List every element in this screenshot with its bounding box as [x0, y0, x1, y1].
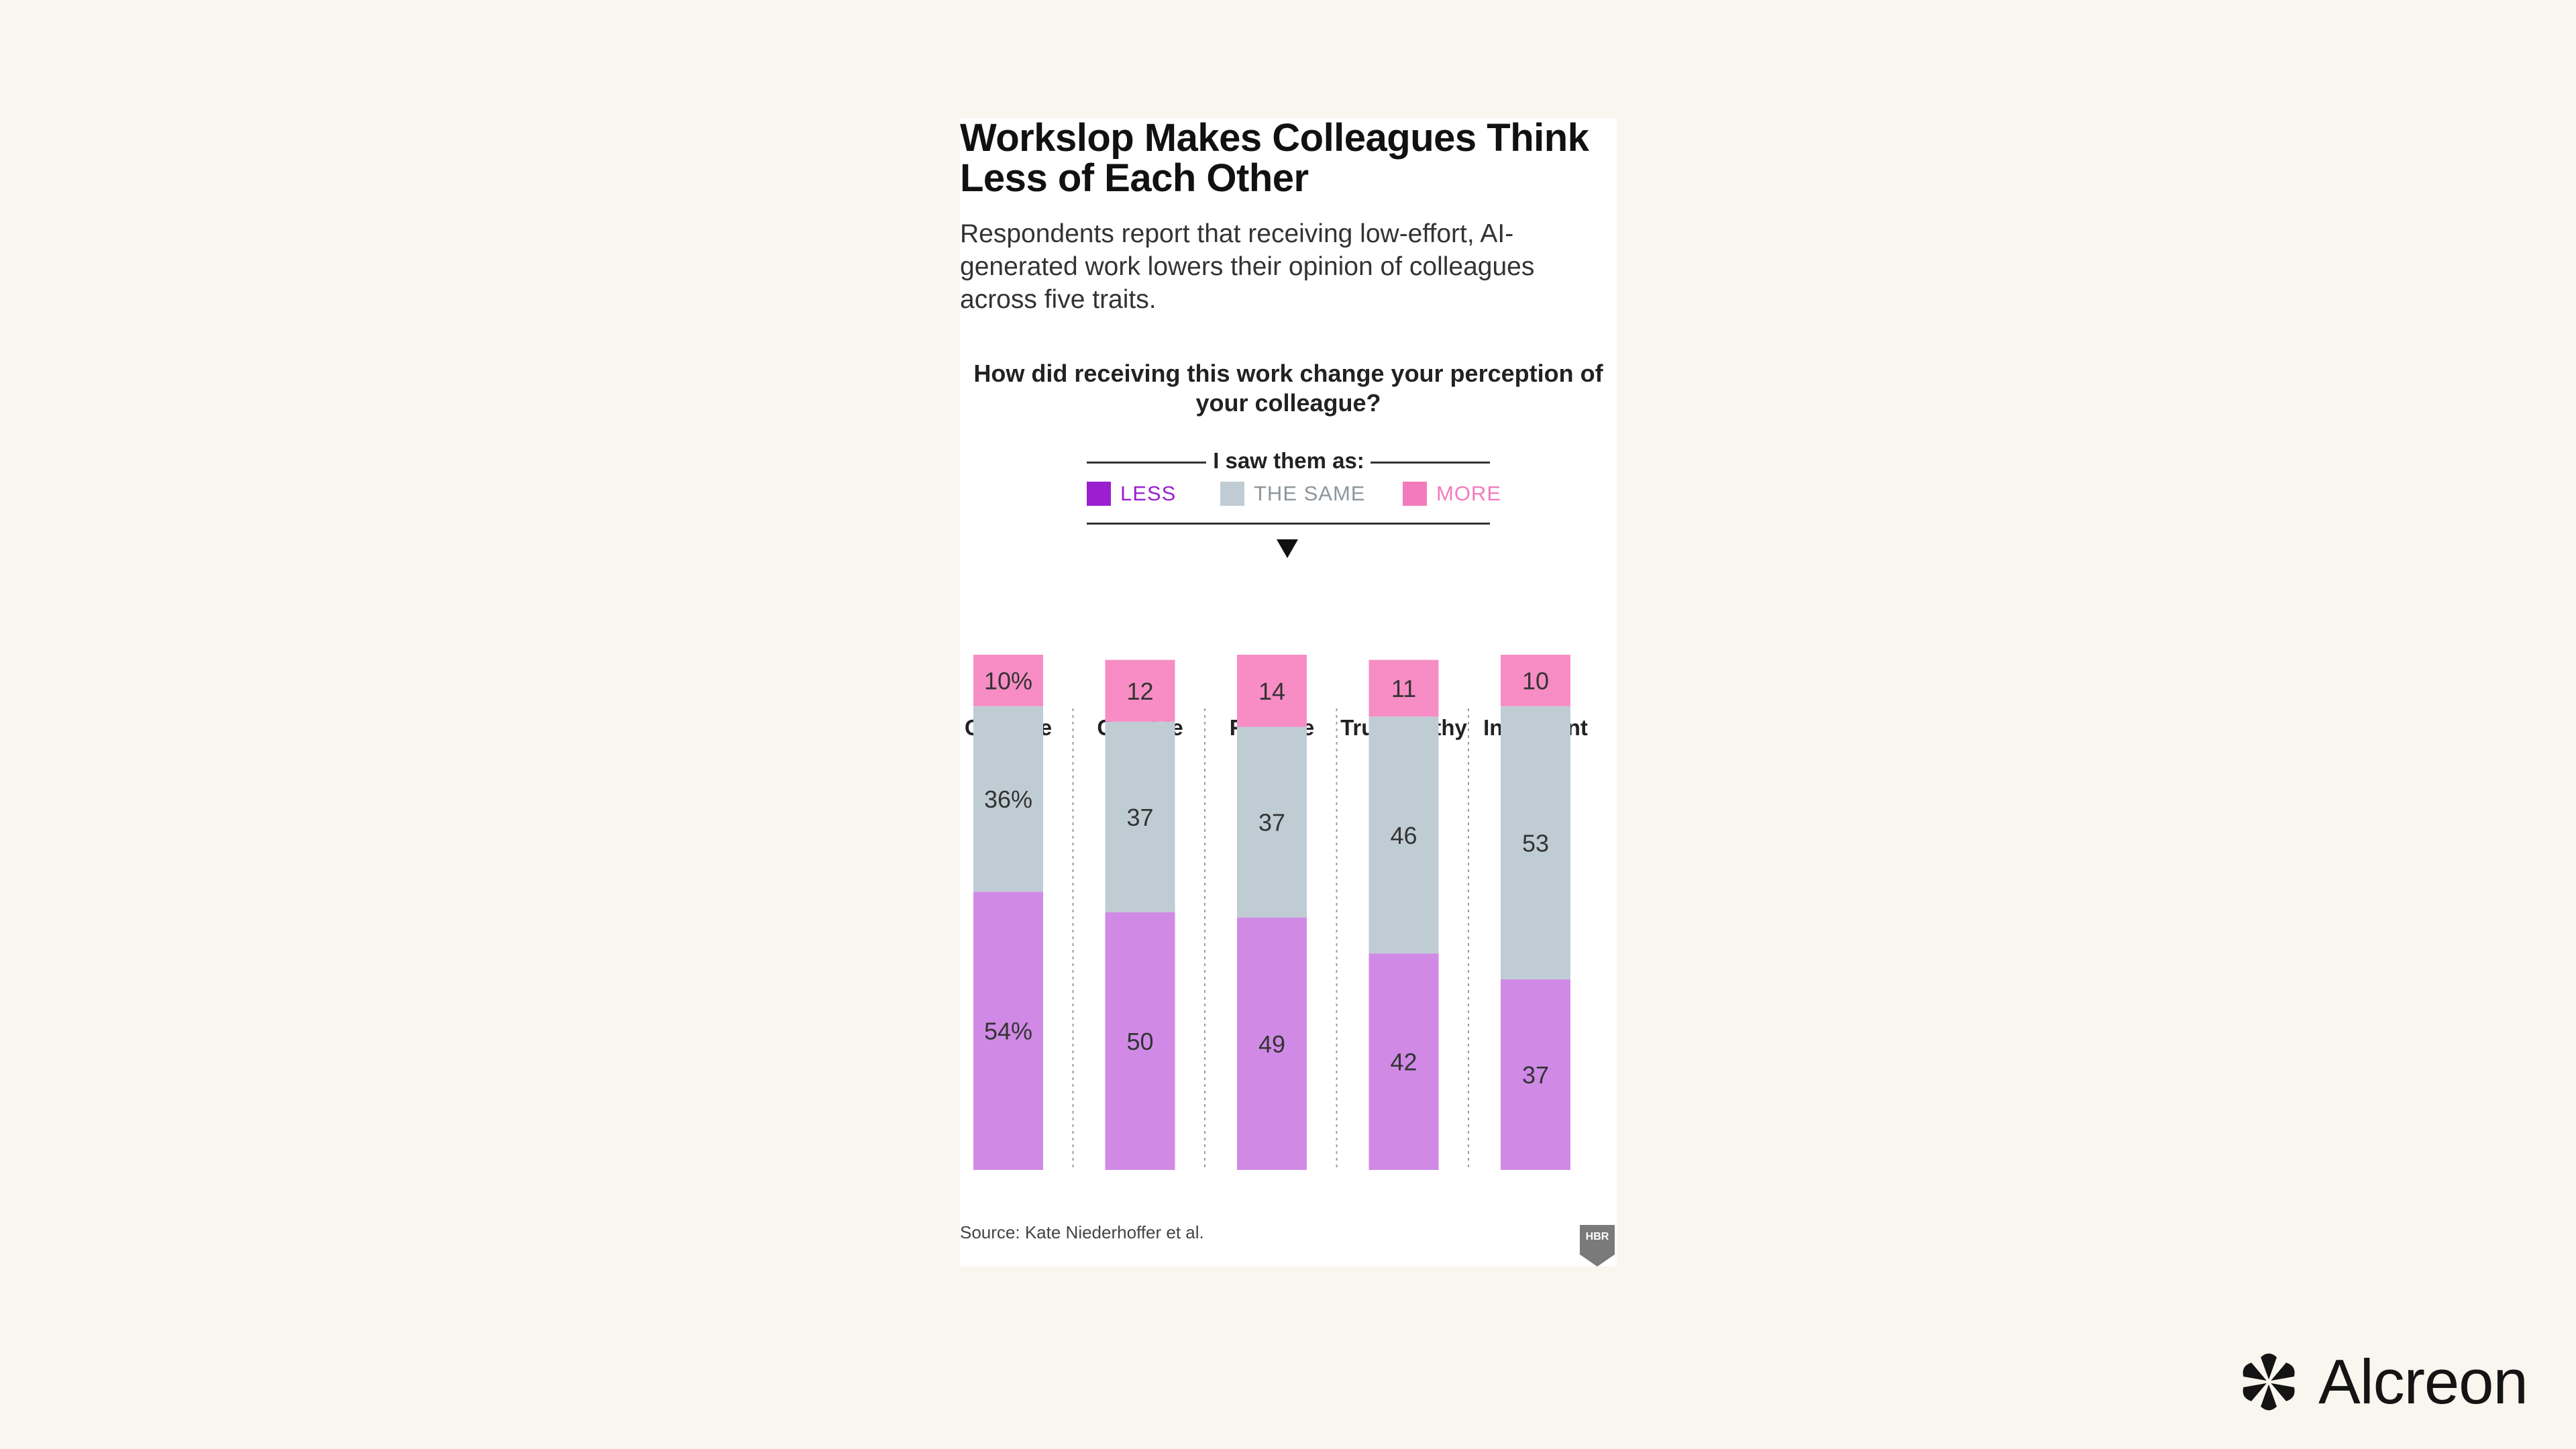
chart-title: Workslop Makes Colleagues Think Less of … [960, 116, 1589, 200]
flower-logo-icon [2243, 1353, 2295, 1411]
data-label: 37 [1522, 1061, 1549, 1089]
bar-segment-less [1237, 917, 1307, 1170]
data-label: 11 [1391, 675, 1416, 702]
legend-item-more: MORE [1403, 480, 1501, 507]
data-label: 46 [1390, 822, 1417, 849]
bar-segment-more [1237, 655, 1307, 727]
bar-segment-less [1105, 912, 1175, 1170]
data-label: 36% [984, 786, 1032, 813]
brand-name: Alcreon [2318, 1346, 2528, 1417]
legend-rule-bottom [1087, 523, 1490, 525]
bar-segment-the-same [973, 706, 1043, 892]
legend-label-more: MORE [1436, 482, 1501, 505]
legend-label-same: THE SAME [1254, 482, 1366, 505]
data-label: 50 [1126, 1028, 1153, 1055]
bar-segment-the-same [1368, 716, 1439, 954]
data-label: 10 [1522, 667, 1549, 694]
hbr-logo-text: HBR [1586, 1231, 1609, 1242]
bar-segment-more [1501, 655, 1570, 706]
bar-segment-more [1105, 659, 1175, 722]
bar-segment-more [973, 655, 1043, 706]
legend-swatch-less [1087, 482, 1111, 506]
bar-segment-less [1368, 953, 1439, 1170]
legend-item-less: LESS [1087, 480, 1176, 507]
bar-segment-more [1368, 659, 1439, 717]
data-label: 37 [1126, 804, 1153, 831]
data-label: 42 [1390, 1049, 1417, 1076]
bar-segment-the-same [1501, 706, 1570, 979]
legend-caption: I saw them as: [1213, 448, 1364, 473]
data-label: 53 [1522, 829, 1549, 857]
data-label: 37 [1258, 809, 1285, 837]
brand-logo: Alcreon [2238, 1348, 2528, 1415]
data-label: 14 [1258, 678, 1285, 705]
bar-segment-the-same [1237, 727, 1307, 918]
legend-rule-right [1371, 462, 1490, 464]
hbr-logo-icon: HBR [1580, 1225, 1615, 1267]
stacked-bar-chart: Creative54%36%10%Capable503712Reliable49… [965, 655, 1588, 1170]
data-label: 54% [984, 1018, 1032, 1045]
down-arrow-icon [1277, 539, 1298, 558]
legend-item-same: THE SAME [1220, 480, 1365, 507]
bar-segment-less [1501, 979, 1570, 1170]
legend-swatch-more [1403, 482, 1427, 506]
survey-question: How did receiving this work change your … [973, 360, 1603, 417]
legend-label-less: LESS [1120, 482, 1177, 505]
bar-segment-the-same [1105, 721, 1175, 912]
chart-subtitle: Respondents report that receiving low-ef… [960, 219, 1535, 314]
source-note: Source: Kate Niederhoffer et al. [960, 1222, 1204, 1242]
legend-rule-left [1087, 462, 1206, 464]
legend-swatch-same [1220, 482, 1244, 506]
data-label: 12 [1126, 678, 1153, 705]
bar-segment-less [973, 892, 1043, 1170]
data-label: 10% [984, 667, 1032, 694]
data-label: 49 [1258, 1030, 1285, 1058]
chart-card: Workslop Makes Colleagues Think Less of … [960, 118, 1617, 1267]
